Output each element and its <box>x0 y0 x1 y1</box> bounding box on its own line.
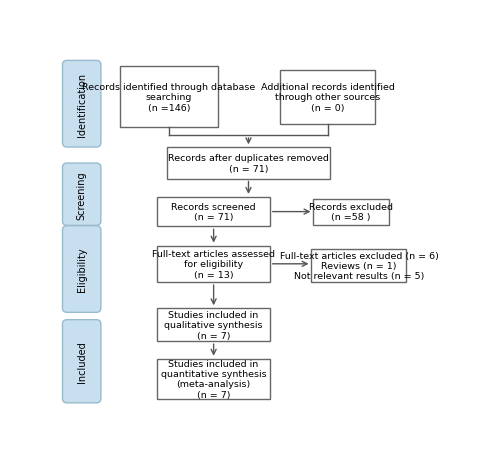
Text: Included: Included <box>76 341 86 382</box>
Text: Eligibility: Eligibility <box>76 247 86 292</box>
FancyBboxPatch shape <box>120 67 218 128</box>
Text: Screening: Screening <box>76 170 86 219</box>
FancyBboxPatch shape <box>158 308 270 341</box>
FancyBboxPatch shape <box>62 320 101 403</box>
Text: Full-text articles assessed
for eligibility
(n = 13): Full-text articles assessed for eligibil… <box>152 249 275 279</box>
FancyBboxPatch shape <box>62 164 101 226</box>
Text: Records after duplicates removed
(n = 71): Records after duplicates removed (n = 71… <box>168 154 329 173</box>
Text: Studies included in
quantitative synthesis
(meta-analysis)
(n = 7): Studies included in quantitative synthes… <box>161 359 266 399</box>
FancyBboxPatch shape <box>158 246 270 282</box>
Text: Identification: Identification <box>76 73 86 137</box>
Text: Records screened
(n = 71): Records screened (n = 71) <box>172 202 256 222</box>
Text: Records excluded
(n =58 ): Records excluded (n =58 ) <box>309 202 393 222</box>
FancyBboxPatch shape <box>62 226 101 313</box>
Text: Full-text articles excluded (n = 6)
Reviews (n = 1)
Not relevant results (n = 5): Full-text articles excluded (n = 6) Revi… <box>280 251 438 281</box>
FancyBboxPatch shape <box>62 61 101 148</box>
Text: Studies included in
qualitative synthesis
(n = 7): Studies included in qualitative synthesi… <box>164 310 263 340</box>
Text: Records identified through database
searching
(n =146): Records identified through database sear… <box>82 83 256 112</box>
FancyBboxPatch shape <box>314 199 389 225</box>
FancyBboxPatch shape <box>158 359 270 399</box>
FancyBboxPatch shape <box>158 198 270 227</box>
FancyBboxPatch shape <box>312 249 406 282</box>
FancyBboxPatch shape <box>167 148 330 179</box>
Text: Additional records identified
through other sources
(n = 0): Additional records identified through ot… <box>261 83 395 112</box>
FancyBboxPatch shape <box>280 71 376 124</box>
